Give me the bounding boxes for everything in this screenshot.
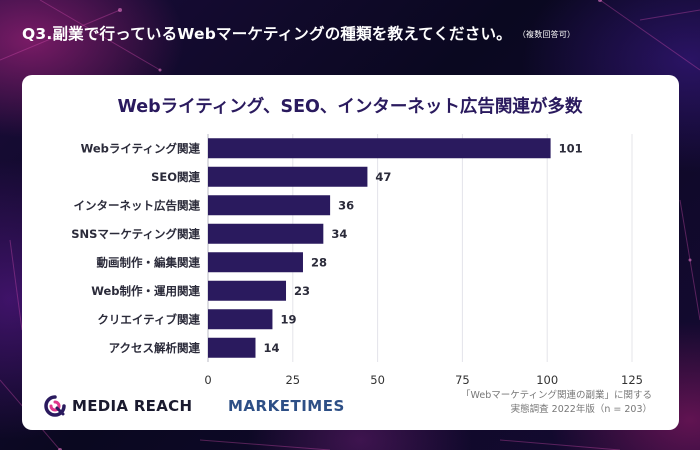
question-text: Q3.副業で行っているWebマーケティングの種類を教えてください。 xyxy=(22,25,512,43)
media-reach-logo-mark-icon xyxy=(44,395,66,417)
bar xyxy=(208,166,368,187)
bar xyxy=(208,195,331,216)
source-note: 「Webマーケティング関連の副業」に関する 実態調査 2022年版（n = 20… xyxy=(380,389,652,417)
data-label: 14 xyxy=(263,341,279,355)
data-label: 101 xyxy=(559,141,583,155)
data-label: 36 xyxy=(338,198,354,212)
x-tick-label: 0 xyxy=(204,373,211,387)
chart-title: Webライティング、SEO、インターネット広告関連が多数 xyxy=(117,97,583,117)
data-label: 28 xyxy=(311,255,327,269)
category-label: SEO関連 xyxy=(151,170,200,184)
bar xyxy=(208,280,287,301)
x-tick-label: 100 xyxy=(536,373,558,387)
x-tick-label: 125 xyxy=(621,373,643,387)
question-heading: Q3.副業で行っているWebマーケティングの種類を教えてください。 （複数回答可） xyxy=(22,22,662,44)
category-label: クリエイティブ関連 xyxy=(97,312,200,326)
bar xyxy=(208,337,256,358)
data-label: 19 xyxy=(280,312,296,326)
media-reach-logo: MEDIA REACH xyxy=(44,395,192,417)
category-label: SNSマーケティング関連 xyxy=(71,227,200,241)
x-tick-label: 25 xyxy=(285,373,300,387)
chart-card xyxy=(22,75,679,430)
category-label: Web制作・運用関連 xyxy=(91,284,200,298)
bar xyxy=(208,138,551,159)
bar xyxy=(208,223,324,244)
category-label: インターネット広告関連 xyxy=(74,198,201,212)
media-reach-logo-text: MEDIA REACH xyxy=(72,397,193,415)
question-note: （複数回答可） xyxy=(521,30,576,39)
category-label: 動画制作・編集関連 xyxy=(97,255,201,269)
source-line-2: 実態調査 2022年版（n = 203） xyxy=(510,404,652,415)
x-tick-label: 75 xyxy=(455,373,470,387)
bar xyxy=(208,252,303,273)
data-label: 47 xyxy=(375,170,391,184)
bar xyxy=(208,309,273,330)
category-label: Webライティング関連 xyxy=(81,141,201,155)
data-label: 23 xyxy=(294,284,310,298)
x-tick-label: 50 xyxy=(370,373,385,387)
marketimes-logo: MARKETIMES xyxy=(228,397,345,415)
category-label: アクセス解析関連 xyxy=(109,341,201,355)
source-line-1: 「Webマーケティング関連の副業」に関する xyxy=(461,390,652,401)
data-label: 34 xyxy=(331,227,347,241)
